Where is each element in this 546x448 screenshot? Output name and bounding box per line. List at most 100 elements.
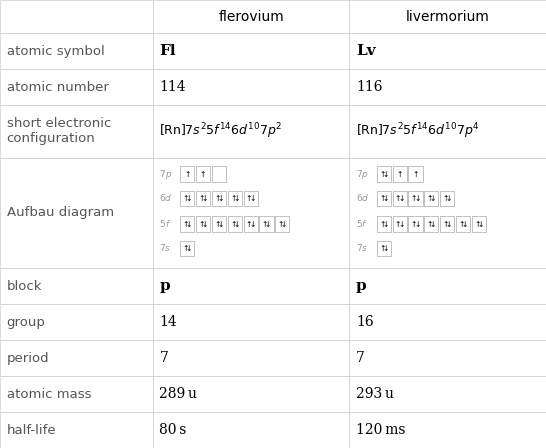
Text: ↑: ↑ [198, 220, 205, 228]
Text: group: group [7, 316, 45, 329]
Bar [349, 412, 546, 448]
Text: ↑: ↑ [182, 244, 189, 253]
Text: ↑: ↑ [214, 194, 221, 203]
Text: ↓: ↓ [430, 220, 436, 228]
Text: p: p [356, 279, 366, 293]
Text: atomic number: atomic number [7, 81, 109, 94]
Text: Aufbau diagram: Aufbau diagram [7, 207, 114, 220]
Bar [153, 304, 349, 340]
Text: ↑: ↑ [379, 194, 385, 203]
Bar [228, 191, 242, 206]
Text: ↑: ↑ [214, 220, 221, 228]
Text: p: p [361, 170, 367, 179]
Bar [377, 167, 391, 182]
Text: atomic symbol: atomic symbol [7, 45, 104, 58]
Text: short electronic
configuration: short electronic configuration [7, 117, 111, 145]
Text: 293 u: 293 u [356, 387, 394, 401]
Text: s: s [165, 244, 170, 253]
Bar [180, 191, 194, 206]
Bar [349, 105, 546, 158]
Bar [377, 191, 391, 206]
Bar [244, 216, 258, 232]
Bar [0, 412, 153, 448]
Text: 7: 7 [159, 244, 165, 253]
Text: flerovium: flerovium [218, 9, 284, 24]
Text: ↑: ↑ [246, 194, 252, 203]
Text: ↑: ↑ [198, 194, 205, 203]
Text: ↑: ↑ [230, 220, 236, 228]
Text: block: block [7, 280, 42, 293]
Text: half-life: half-life [7, 423, 56, 436]
Bar [196, 216, 210, 232]
Text: ↑: ↑ [230, 194, 236, 203]
Bar [212, 216, 226, 232]
Text: ↓: ↓ [446, 194, 452, 203]
Bar [349, 0, 546, 33]
Bar [0, 0, 153, 33]
Bar [393, 167, 407, 182]
Text: ↑: ↑ [200, 170, 206, 179]
Text: 7: 7 [356, 170, 362, 179]
Bar [0, 340, 153, 376]
Bar [424, 191, 438, 206]
Text: ↓: ↓ [382, 220, 389, 228]
Bar [153, 412, 349, 448]
Bar [153, 376, 349, 412]
Text: ↓: ↓ [186, 244, 192, 253]
Text: ↑: ↑ [474, 220, 480, 228]
Text: 289 u: 289 u [159, 387, 198, 401]
Text: ↓: ↓ [461, 220, 468, 228]
Text: ↓: ↓ [414, 220, 420, 228]
Bar [212, 191, 226, 206]
Text: ↑: ↑ [182, 220, 189, 228]
Text: ↓: ↓ [201, 194, 208, 203]
Text: 7: 7 [159, 351, 168, 365]
Bar [0, 268, 153, 304]
Text: ↓: ↓ [249, 220, 256, 228]
Text: 5: 5 [159, 220, 165, 228]
Text: ↓: ↓ [265, 220, 271, 228]
Bar [153, 33, 349, 69]
Bar [153, 0, 349, 33]
Text: 7: 7 [159, 170, 165, 179]
Bar [196, 191, 210, 206]
Text: ↑: ↑ [458, 220, 465, 228]
Bar [472, 216, 486, 232]
Text: ↑: ↑ [246, 220, 252, 228]
Bar [349, 158, 546, 268]
Text: 114: 114 [159, 80, 186, 94]
Text: ↑: ↑ [379, 170, 385, 179]
Bar [212, 167, 226, 182]
Text: ↑: ↑ [395, 220, 401, 228]
Text: ↑: ↑ [262, 220, 268, 228]
Text: ↓: ↓ [233, 194, 240, 203]
Bar [408, 167, 423, 182]
Bar [393, 216, 407, 232]
Text: d: d [165, 194, 171, 203]
Text: 6: 6 [356, 194, 362, 203]
Bar [180, 241, 194, 256]
Bar [153, 105, 349, 158]
Text: 5: 5 [356, 220, 362, 228]
Text: ↓: ↓ [217, 194, 224, 203]
Text: 7: 7 [356, 244, 362, 253]
Text: 116: 116 [356, 80, 383, 94]
Text: ↑: ↑ [379, 220, 385, 228]
Text: ↓: ↓ [281, 220, 287, 228]
Bar [440, 216, 454, 232]
Bar [228, 216, 242, 232]
Text: $\mathregular{[Rn]7}s^2\mathregular{5}f^{14}\mathregular{6}d^{10}\mathregular{7}: $\mathregular{[Rn]7}s^2\mathregular{5}f^… [356, 121, 479, 141]
Bar [408, 191, 423, 206]
Text: ↓: ↓ [186, 220, 192, 228]
Text: ↓: ↓ [233, 220, 240, 228]
Bar [349, 376, 546, 412]
Text: ↑: ↑ [379, 244, 385, 253]
Bar [153, 340, 349, 376]
Text: ↑: ↑ [396, 170, 403, 179]
Bar [0, 33, 153, 69]
Bar [0, 376, 153, 412]
Text: livermorium: livermorium [406, 9, 490, 24]
Text: ↓: ↓ [398, 220, 405, 228]
Text: ↓: ↓ [186, 194, 192, 203]
Bar [244, 191, 258, 206]
